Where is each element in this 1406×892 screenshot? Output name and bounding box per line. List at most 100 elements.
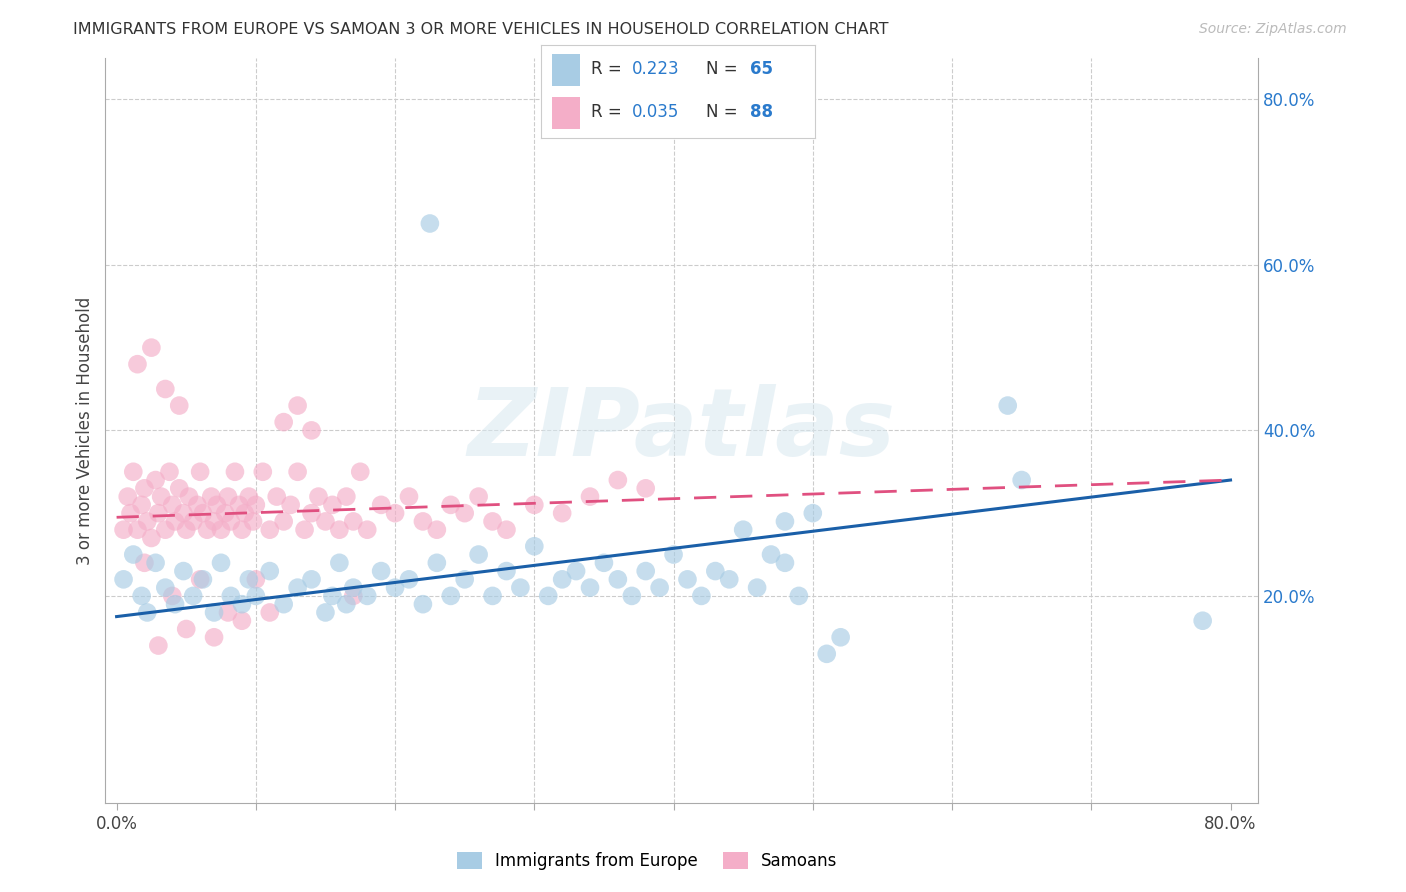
Point [245, 589, 267, 603]
Point [606, 473, 628, 487]
Point [127, 357, 149, 371]
Point [186, 498, 208, 512]
Point [759, 548, 782, 562]
Point [242, 515, 264, 529]
Y-axis label: 3 or more Vehicles in Household: 3 or more Vehicles in Household [76, 296, 94, 565]
Point [551, 573, 574, 587]
Point [467, 548, 489, 562]
Point [134, 556, 156, 570]
Point [321, 589, 343, 603]
Point [112, 523, 135, 537]
Text: R =: R = [591, 60, 627, 78]
Point [181, 589, 204, 603]
Point [314, 606, 336, 620]
Point [259, 606, 281, 620]
Point [1011, 473, 1033, 487]
Point [704, 564, 727, 578]
Point [162, 498, 184, 512]
Point [209, 556, 232, 570]
Point [745, 581, 768, 595]
Point [662, 548, 685, 562]
Text: N =: N = [706, 60, 742, 78]
Point [217, 490, 239, 504]
Point [165, 515, 187, 529]
Point [648, 581, 671, 595]
Point [523, 539, 546, 553]
Point [537, 589, 560, 603]
Point [188, 573, 211, 587]
FancyBboxPatch shape [553, 54, 579, 86]
Point [191, 573, 214, 587]
Point [136, 515, 159, 529]
Point [690, 589, 713, 603]
Point [165, 597, 187, 611]
Text: 65: 65 [749, 60, 773, 78]
Point [259, 564, 281, 578]
Point [145, 473, 167, 487]
Point [294, 523, 316, 537]
Point [481, 589, 503, 603]
Point [245, 573, 267, 587]
Point [131, 589, 153, 603]
Point [328, 523, 350, 537]
Point [141, 341, 163, 355]
Point [370, 498, 392, 512]
Point [787, 589, 810, 603]
Point [454, 506, 477, 520]
Point [252, 465, 274, 479]
Point [412, 515, 434, 529]
Legend: Immigrants from Europe, Samoans: Immigrants from Europe, Samoans [450, 845, 845, 877]
Point [228, 498, 250, 512]
Point [195, 523, 218, 537]
Point [273, 597, 295, 611]
Point [454, 573, 477, 587]
Point [495, 564, 517, 578]
Point [191, 506, 214, 520]
Point [150, 490, 173, 504]
Point [370, 564, 392, 578]
Point [167, 399, 190, 413]
Point [148, 639, 170, 653]
Point [733, 523, 755, 537]
Point [148, 506, 170, 520]
Point [200, 490, 222, 504]
Point [120, 506, 142, 520]
Point [440, 589, 463, 603]
Point [202, 606, 225, 620]
Point [356, 523, 378, 537]
Point [155, 382, 177, 396]
Point [219, 515, 242, 529]
Point [308, 490, 330, 504]
Point [398, 573, 420, 587]
Point [579, 581, 602, 595]
Point [219, 589, 242, 603]
Point [335, 490, 357, 504]
FancyBboxPatch shape [553, 97, 579, 129]
Point [398, 490, 420, 504]
Point [481, 515, 503, 529]
Point [815, 647, 838, 661]
Point [231, 614, 253, 628]
Point [141, 531, 163, 545]
Text: IMMIGRANTS FROM EUROPE VS SAMOAN 3 OR MORE VEHICLES IN HOUSEHOLD CORRELATION CHA: IMMIGRANTS FROM EUROPE VS SAMOAN 3 OR MO… [73, 22, 889, 37]
Point [342, 515, 364, 529]
Point [349, 465, 371, 479]
Point [565, 564, 588, 578]
Text: N =: N = [706, 103, 742, 121]
Point [209, 523, 232, 537]
Point [238, 573, 260, 587]
Point [509, 581, 531, 595]
Point [280, 498, 302, 512]
Point [122, 548, 145, 562]
Point [134, 481, 156, 495]
Point [419, 217, 441, 231]
Point [606, 573, 628, 587]
Point [1191, 614, 1213, 628]
Text: 88: 88 [749, 103, 773, 121]
Point [301, 423, 323, 437]
Point [801, 506, 824, 520]
Point [287, 581, 309, 595]
Point [155, 523, 177, 537]
Point [172, 506, 194, 520]
Point [620, 589, 643, 603]
